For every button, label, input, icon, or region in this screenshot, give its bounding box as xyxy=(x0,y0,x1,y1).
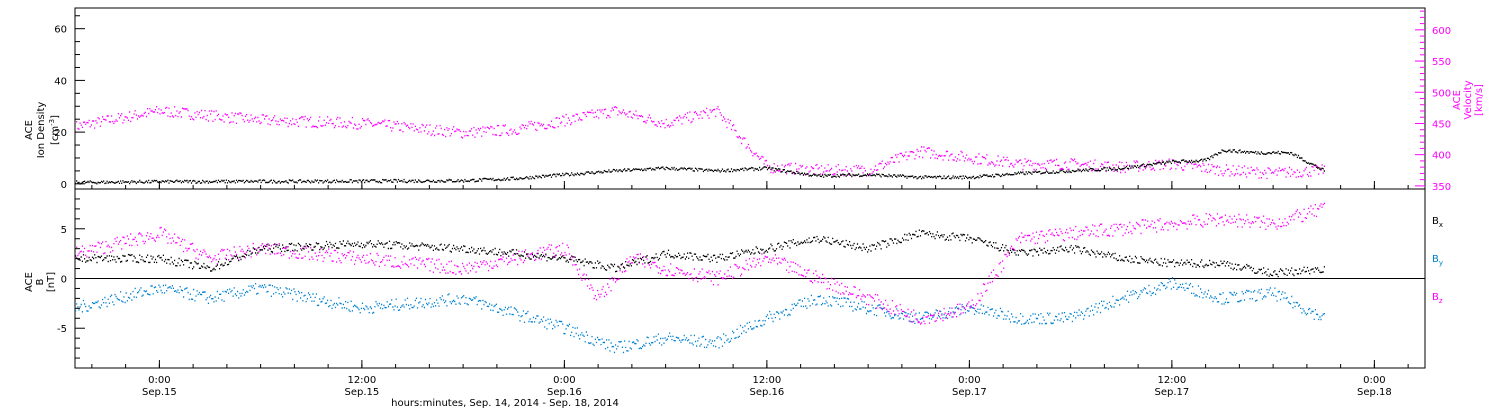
ylabel-line: B xyxy=(35,278,46,285)
x-tick-date: Sep.18 xyxy=(1357,387,1392,398)
x-tick-time: 12:00 xyxy=(752,375,781,386)
x-tick-time: 12:00 xyxy=(347,375,376,386)
x-tick-time: 0:00 xyxy=(1363,375,1385,386)
plot-frame xyxy=(74,7,1426,369)
y-right-tick-label: 400 xyxy=(1432,151,1451,162)
bottom-ylabel: ACE B [nT] xyxy=(24,272,57,292)
ylabel-line: Ion Density xyxy=(36,102,47,159)
y-right-tick-label: 550 xyxy=(1432,57,1451,68)
y-bottom-tick-label: 0 xyxy=(61,275,67,286)
x-tick-date: Sep.17 xyxy=(952,387,987,398)
plot-border xyxy=(74,7,1426,369)
by-series-points xyxy=(75,277,1325,354)
velocity-series-points xyxy=(75,106,1325,180)
bottom-panel-data xyxy=(75,202,1325,354)
y-right-tick-label: 450 xyxy=(1432,119,1451,130)
ylabel-unit: [cm-3] xyxy=(48,115,61,145)
y-left-tick-label: 60 xyxy=(54,25,67,36)
ylabel-line: ACE xyxy=(1452,90,1463,110)
density-series xyxy=(75,149,1325,185)
x-tick-time: 0:00 xyxy=(958,375,980,386)
bx-series-points xyxy=(75,229,1325,278)
y-left-tick-label: 0 xyxy=(61,180,67,191)
legend-entry-bx: Bx xyxy=(1432,216,1443,229)
x-tick-time: 0:00 xyxy=(553,375,575,386)
x-tick-time: 12:00 xyxy=(1157,375,1186,386)
ylabel-line: ACE xyxy=(24,120,35,140)
density-series-points xyxy=(75,149,1325,185)
x-tick-time: 0:00 xyxy=(148,375,170,386)
top-right-ylabel: ACE Velocity [km/s] xyxy=(1452,80,1485,119)
y-left-tick-label: 40 xyxy=(54,76,67,87)
x-tick-date: Sep.16 xyxy=(749,387,784,398)
x-tick-date: Sep.15 xyxy=(142,387,177,398)
axes xyxy=(75,10,1425,368)
x-tick-date: Sep.15 xyxy=(344,387,379,398)
bz-series xyxy=(75,202,1325,325)
by-series xyxy=(75,277,1325,354)
y-left-tick-label: 20 xyxy=(54,128,67,139)
y-bottom-tick-label: 5 xyxy=(61,225,67,236)
ylabel-line: [km/s] xyxy=(1474,84,1485,116)
ylabel-line: ACE xyxy=(24,272,35,292)
legend-entry-bz: Bz xyxy=(1432,292,1443,305)
y-right-tick-label: 350 xyxy=(1432,182,1451,193)
ylabel-line: Velocity xyxy=(1463,80,1474,119)
bx-series xyxy=(75,229,1325,278)
bz-series-points xyxy=(75,202,1325,325)
legend-entry-by: By xyxy=(1432,254,1443,267)
top-panel-data xyxy=(75,106,1325,185)
y-bottom-tick-label: -5 xyxy=(57,324,67,335)
x-tick-date: Sep.17 xyxy=(1154,387,1189,398)
x-tick-date: Sep.16 xyxy=(547,387,582,398)
y-right-tick-label: 500 xyxy=(1432,88,1451,99)
velocity-series xyxy=(75,106,1325,180)
y-right-tick-label: 600 xyxy=(1432,26,1451,37)
top-left-ylabel: ACE Ion Density [cm-3] xyxy=(24,102,61,159)
labels: 0:00Sep.1512:00Sep.150:00Sep.1612:00Sep.… xyxy=(24,25,1485,409)
ylabel-line: [nT] xyxy=(46,272,57,292)
x-axis-title: hours:minutes, Sep. 14, 2014 - Sep. 18, … xyxy=(391,398,619,409)
